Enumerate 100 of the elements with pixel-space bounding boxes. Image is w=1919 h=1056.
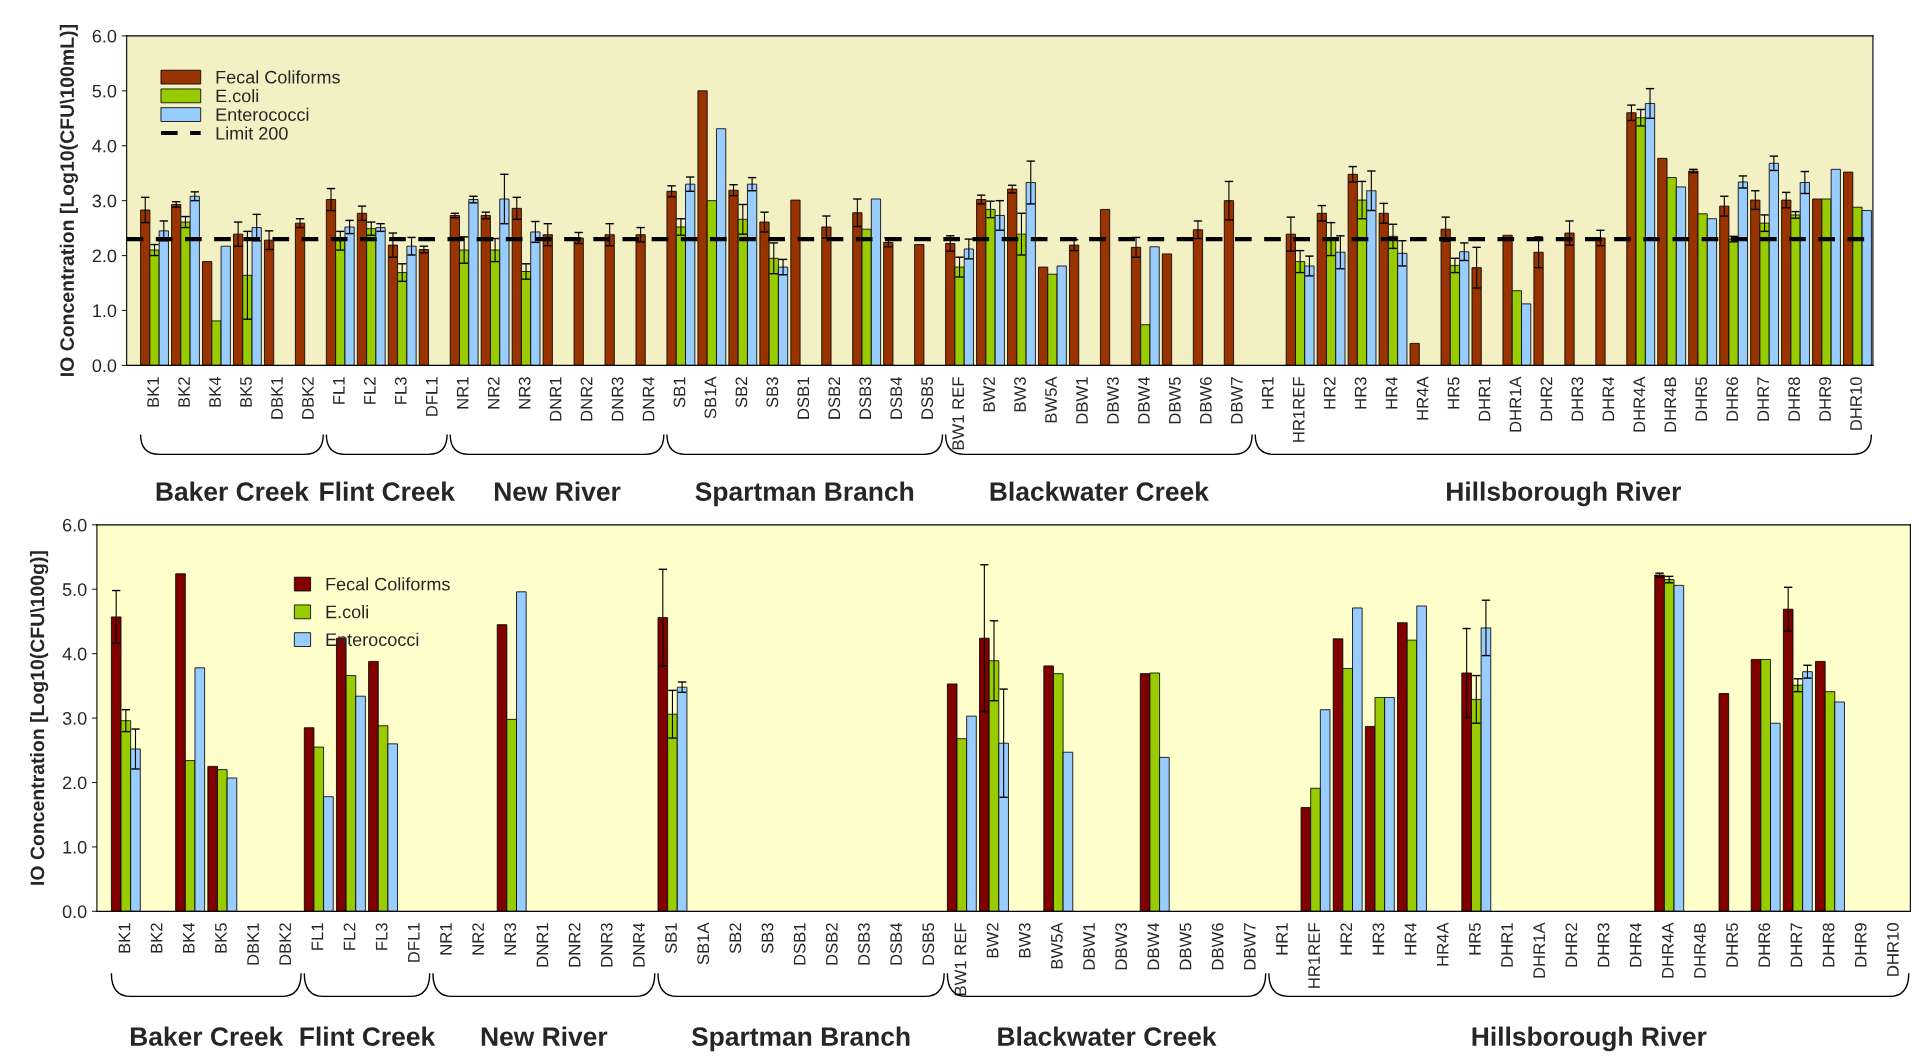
legend-label: Enterococci: [326, 632, 419, 647]
x-tick-label: DBW1: [1083, 923, 1095, 970]
x-tick-label: FL3: [394, 377, 407, 404]
y-tick-label: 6.0: [92, 29, 117, 43]
x-tick-label: HR2: [1340, 923, 1352, 955]
x-tick-label: HR3: [1354, 377, 1367, 409]
x-tick-label: BK1: [118, 923, 131, 953]
x-tick-label: SB3: [761, 923, 774, 954]
y-tick-label: 6.0: [63, 518, 87, 532]
x-tick-label: DBW6: [1199, 377, 1212, 424]
x-tick-label: SB1A: [704, 376, 717, 419]
text: Baker Creek: [156, 481, 309, 501]
x-tick-label: HR3: [1372, 923, 1385, 955]
text: Hillsborough River: [1447, 481, 1681, 507]
x-tick-label: FL1: [333, 377, 345, 404]
x-tick-label: DNR1: [536, 923, 549, 967]
x-tick-label: DHR4A: [1662, 922, 1674, 978]
x-tick-label: DHR1: [1478, 377, 1491, 421]
x-tick-label: HR4A: [1436, 922, 1449, 966]
x-tick-label: BK4: [209, 376, 221, 407]
x-tick-label: DBW7: [1244, 923, 1256, 970]
x-tick-label: DHR4: [1629, 922, 1642, 967]
x-tick-label: NR2: [487, 377, 500, 409]
x-tick-label: DBW5: [1169, 377, 1181, 424]
x-tick-label: BW2: [983, 377, 995, 412]
legend-label: E.coli: [326, 605, 368, 619]
x-tick-label: DHR4B: [1694, 923, 1706, 978]
x-tick-label: HR1REF: [1292, 377, 1305, 442]
x-tick-label: BW5A: [1045, 376, 1057, 423]
x-tick-label: DNR1: [549, 377, 562, 421]
x-tick-label: DHR8: [1822, 923, 1835, 967]
x-tick-label: BW1 REF: [952, 377, 964, 450]
x-tick-label: HR1: [1276, 923, 1288, 955]
x-tick-label: DBW7: [1231, 377, 1243, 424]
legend-label: E.coli: [216, 89, 259, 103]
y-tick-label: 2.0: [63, 776, 87, 790]
x-tick-label: DNR3: [600, 923, 613, 967]
x-tick-label: HR2: [1323, 377, 1336, 409]
legend-label: Limit 200: [216, 126, 288, 140]
x-tick-label: DHR5: [1726, 923, 1738, 967]
x-tick-label: FL1: [311, 923, 324, 950]
x-tick-label: DBK1: [271, 377, 283, 419]
text: Spartman Branch: [695, 481, 914, 507]
legend-label: Enterococci: [216, 107, 309, 122]
x-tick-label: BW2: [986, 923, 999, 958]
x-tick-label: BW3: [1018, 923, 1031, 958]
x-tick-label: DHR6: [1758, 923, 1771, 967]
x-tick-label: SB1: [673, 377, 686, 408]
x-tick-label: DBW5: [1179, 923, 1192, 970]
x-tick-label: DHR4A: [1633, 376, 1646, 432]
text: Baker Creek: [130, 1026, 284, 1046]
y-tick-label: 3.0: [92, 194, 117, 208]
x-tick-label: SB2: [735, 377, 748, 408]
x-tick-label: DHR9: [1819, 377, 1831, 421]
x-tick-label: DHR1A: [1509, 376, 1522, 432]
x-tick-label: SB2: [729, 923, 742, 954]
x-tick-label: HR4A: [1416, 376, 1429, 420]
y-tick-label: 4.0: [62, 647, 87, 661]
text: New River: [481, 1026, 608, 1046]
text: New River: [495, 481, 621, 501]
x-tick-label: DHR3: [1571, 377, 1584, 421]
text: Blackwater Creek: [998, 1026, 1217, 1046]
x-tick-label: DHR1: [1501, 923, 1513, 967]
x-tick-label: NR1: [440, 923, 452, 955]
x-tick-label: DHR5: [1695, 377, 1708, 421]
y-tick-label: 5.0: [92, 84, 117, 98]
x-tick-label: DHR10: [1886, 923, 1899, 976]
y-tick-label: 1.0: [63, 840, 87, 854]
x-tick-label: NR3: [518, 377, 531, 409]
x-tick-label: DNR4: [642, 376, 655, 421]
x-tick-label: FL2: [363, 377, 376, 404]
x-tick-label: DHR3: [1597, 923, 1610, 967]
x-tick-label: DNR4: [633, 922, 645, 967]
legend-label: Fecal Coliforms: [216, 70, 340, 84]
y-tick-label: 0.0: [92, 359, 117, 373]
x-tick-label: NR1: [456, 377, 469, 409]
x-tick-label: BK2: [178, 377, 190, 407]
y-tick-label: 4.0: [92, 139, 117, 153]
x-tick-label: SB1A: [697, 922, 710, 965]
y-axis-title: IO Concentration [Log10(CFU\100g)]: [29, 551, 49, 885]
x-tick-label: BK4: [183, 922, 195, 953]
x-tick-label: SB1: [665, 923, 677, 954]
x-tick-label: DSB2: [828, 377, 841, 419]
x-tick-label: DSB4: [890, 376, 903, 419]
x-tick-label: DBK2: [302, 377, 314, 419]
x-tick-label: DHR2: [1540, 377, 1553, 421]
x-tick-label: HR4: [1404, 922, 1417, 955]
x-tick-label: BK5: [215, 923, 227, 953]
x-tick-label: DNR3: [611, 377, 624, 421]
text: Flint Creek: [300, 1026, 436, 1046]
x-tick-label: DSB1: [793, 923, 806, 965]
x-tick-label: HR1: [1262, 377, 1274, 409]
text: Spartman Branch: [691, 1026, 910, 1052]
x-tick-label: DSB5: [922, 923, 935, 965]
x-tick-label: DNR2: [568, 923, 581, 967]
x-tick-label: DHR6: [1726, 377, 1739, 421]
x-tick-label: HR5: [1469, 923, 1481, 955]
x-tick-label: DHR2: [1565, 923, 1578, 967]
x-tick-label: FL3: [375, 923, 388, 950]
x-tick-label: DHR10: [1850, 377, 1862, 430]
